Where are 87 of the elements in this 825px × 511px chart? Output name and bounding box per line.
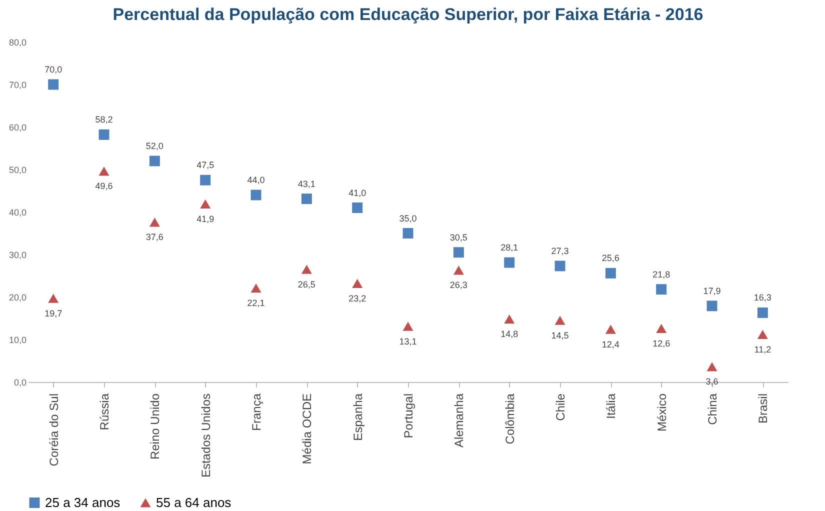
data-label: 17,9 (703, 286, 721, 296)
x-tick-label: Colômbia (502, 393, 517, 444)
data-label: 12,6 (652, 338, 670, 348)
point (301, 264, 312, 274)
data-label: 26,3 (450, 280, 468, 290)
data-label: 25,6 (602, 253, 620, 264)
data-label: 22,1 (247, 298, 265, 308)
data-label: 41,9 (196, 214, 214, 224)
y-tick-label: 40,0 (8, 208, 26, 218)
point (402, 228, 414, 238)
point (605, 324, 616, 334)
point (149, 218, 160, 227)
y-tick-label: 70,0 (8, 80, 26, 90)
data-label: 49,6 (95, 181, 113, 192)
y-tick-label: 50,0 (8, 165, 26, 175)
x-tick-label: França (250, 393, 264, 431)
data-label: 30,5 (450, 232, 468, 242)
x-tick-label: Portugal (402, 394, 416, 438)
data-label: 28,1 (500, 242, 518, 253)
point (48, 294, 59, 303)
data-label: 23,2 (348, 293, 366, 304)
point (352, 202, 363, 213)
point (706, 362, 718, 372)
y-tick-label: 60,0 (8, 122, 26, 132)
data-label: 21,8 (652, 269, 670, 280)
point (301, 194, 312, 204)
data-label: 27,3 (551, 246, 569, 256)
y-tick-label: 80,0 (8, 38, 26, 48)
data-label: 52,0 (146, 141, 164, 151)
point (98, 129, 110, 140)
data-label: 19,7 (44, 308, 62, 318)
y-tick-label: 0,0 (14, 378, 26, 388)
point (453, 266, 464, 275)
point (250, 190, 262, 200)
x-tick-label: México (654, 393, 669, 432)
x-tick-label: Espanha (350, 393, 365, 441)
legend-label: 55 a 64 anos (156, 494, 232, 510)
data-label: 43,1 (298, 178, 316, 189)
x-tick-label: Média OCDE (300, 394, 314, 464)
point (554, 316, 566, 325)
point (250, 284, 262, 293)
point (757, 330, 768, 339)
point (453, 247, 464, 258)
x-tick-label: Coréia do Sul (46, 394, 61, 466)
data-label: 58,2 (95, 114, 113, 125)
point (504, 257, 515, 268)
y-tick-label: 30,0 (8, 250, 26, 260)
data-label: 35,0 (399, 213, 417, 224)
point (352, 278, 363, 288)
point (605, 268, 616, 278)
data-label: 37,6 (146, 232, 164, 242)
data-label: 11,2 (754, 344, 772, 354)
x-tick-label: Alemanha (452, 393, 466, 448)
point (656, 284, 667, 295)
point (200, 199, 211, 208)
x-tick-label: Estados Unidos (198, 394, 213, 478)
point (98, 166, 110, 176)
point (757, 307, 768, 318)
x-tick-label: China (706, 393, 720, 425)
point (656, 324, 667, 333)
x-tick-label: Rússia (98, 393, 112, 430)
data-label: 70,0 (44, 64, 62, 74)
y-tick-label: 10,0 (8, 335, 26, 345)
legend-label: 25 a 34 anos (45, 494, 121, 510)
point (149, 156, 160, 166)
data-label: 16,3 (754, 292, 772, 303)
point (504, 314, 515, 324)
data-label: 41,0 (348, 188, 366, 198)
data-label: 12,4 (602, 339, 620, 350)
x-tick-label: Itália (604, 393, 618, 419)
y-tick-label: 20,0 (8, 292, 26, 302)
point (402, 322, 414, 331)
data-label: 26,5 (298, 279, 316, 290)
point (200, 174, 211, 186)
chart-title: Percentual da População com Educação Superior, por Faixa Etária - 2016 (112, 5, 704, 24)
point (706, 300, 718, 312)
data-label: 13,1 (399, 336, 417, 346)
x-tick-label: Brasil (756, 394, 770, 424)
point (554, 260, 566, 272)
x-tick-label: Chile (554, 393, 568, 421)
point (48, 79, 59, 90)
data-label: 14,5 (551, 330, 569, 340)
data-label: 47,5 (196, 160, 214, 170)
data-label: 14,8 (500, 329, 518, 340)
x-tick-label: Reino Unido (148, 393, 162, 460)
data-label: 3,6 (706, 376, 718, 387)
data-label: 44,0 (247, 175, 265, 185)
